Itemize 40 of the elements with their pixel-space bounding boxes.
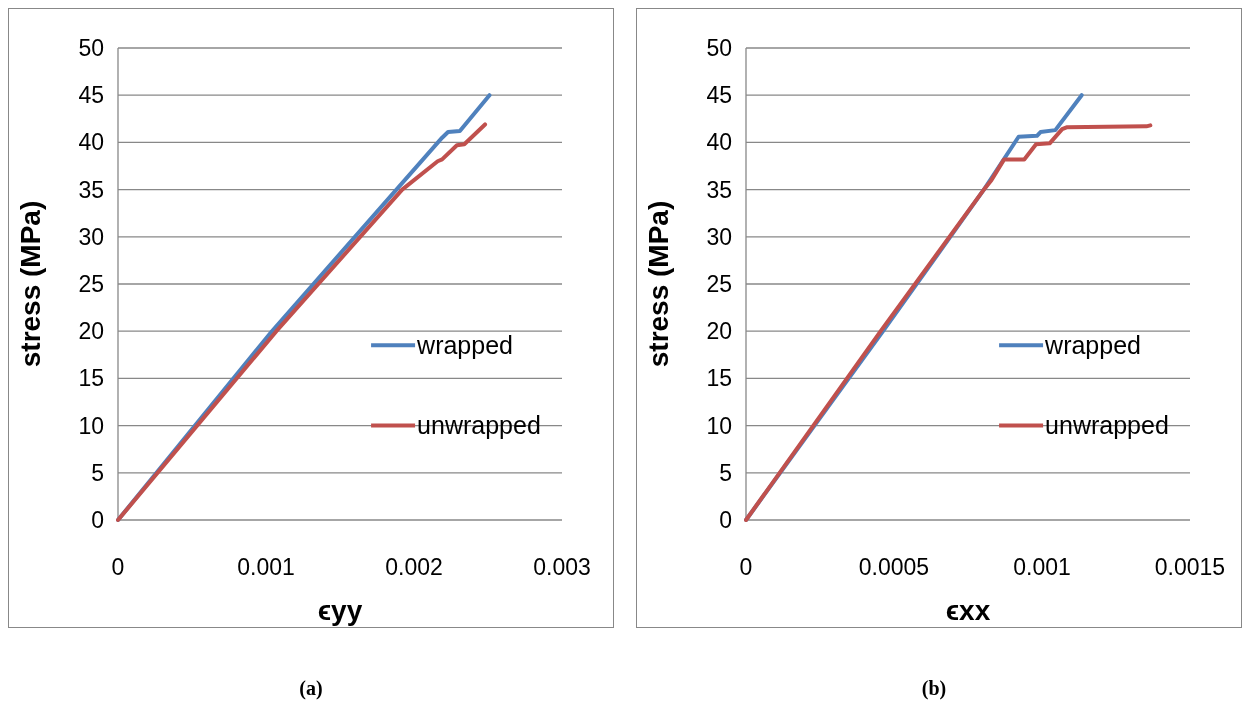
y-tick-label: 50 <box>706 35 732 62</box>
x-tick-label: 0 <box>739 554 753 580</box>
x-tick-label: 0.0015 <box>1154 554 1226 580</box>
y-tick-label: 50 <box>78 35 104 62</box>
x-tick-label: 0.001 <box>237 554 295 580</box>
y-tick-label: 0 <box>91 507 104 534</box>
text: (a) <box>299 677 323 700</box>
y-tick-label: 5 <box>719 459 732 486</box>
legend-label: wrapped <box>1044 331 1141 360</box>
x-tick-label: 0 <box>111 554 125 580</box>
y-tick-label: 30 <box>706 223 732 250</box>
x-tick-label: 0.0005 <box>858 554 930 580</box>
y-tick-label: 25 <box>706 271 732 298</box>
x-axis-title: ϵxx <box>945 595 991 626</box>
x-axis-title: ϵyy <box>317 595 363 626</box>
x-tick-label: 0.001 <box>1013 554 1071 580</box>
y-tick-label: 40 <box>78 129 104 156</box>
y-tick-label: 45 <box>706 82 732 109</box>
y-axis-title: stress (MPa) <box>643 200 674 368</box>
y-tick-label: 25 <box>78 271 104 298</box>
y-tick-label: 20 <box>78 318 104 345</box>
y-tick-label: 10 <box>78 412 104 439</box>
y-tick-label: 5 <box>91 459 104 486</box>
legend-label: unwrapped <box>1045 411 1169 440</box>
y-tick-label: 15 <box>706 365 732 392</box>
y-tick-label: 35 <box>706 176 732 203</box>
y-tick-label: 0 <box>719 507 732 534</box>
y-tick-label: 20 <box>706 318 732 345</box>
y-tick-label: 35 <box>78 176 104 203</box>
text: (b) <box>921 677 947 700</box>
y-tick-label: 10 <box>706 412 732 439</box>
y-tick-label: 45 <box>78 82 104 109</box>
x-tick-label: 0.002 <box>385 554 443 580</box>
y-tick-label: 30 <box>78 223 104 250</box>
legend-label: unwrapped <box>417 411 541 440</box>
y-tick-label: 40 <box>706 129 732 156</box>
y-tick-label: 15 <box>78 365 104 392</box>
x-tick-label: 0.003 <box>533 554 591 580</box>
y-axis-title: stress (MPa) <box>15 200 46 368</box>
legend-label: wrapped <box>416 331 513 360</box>
